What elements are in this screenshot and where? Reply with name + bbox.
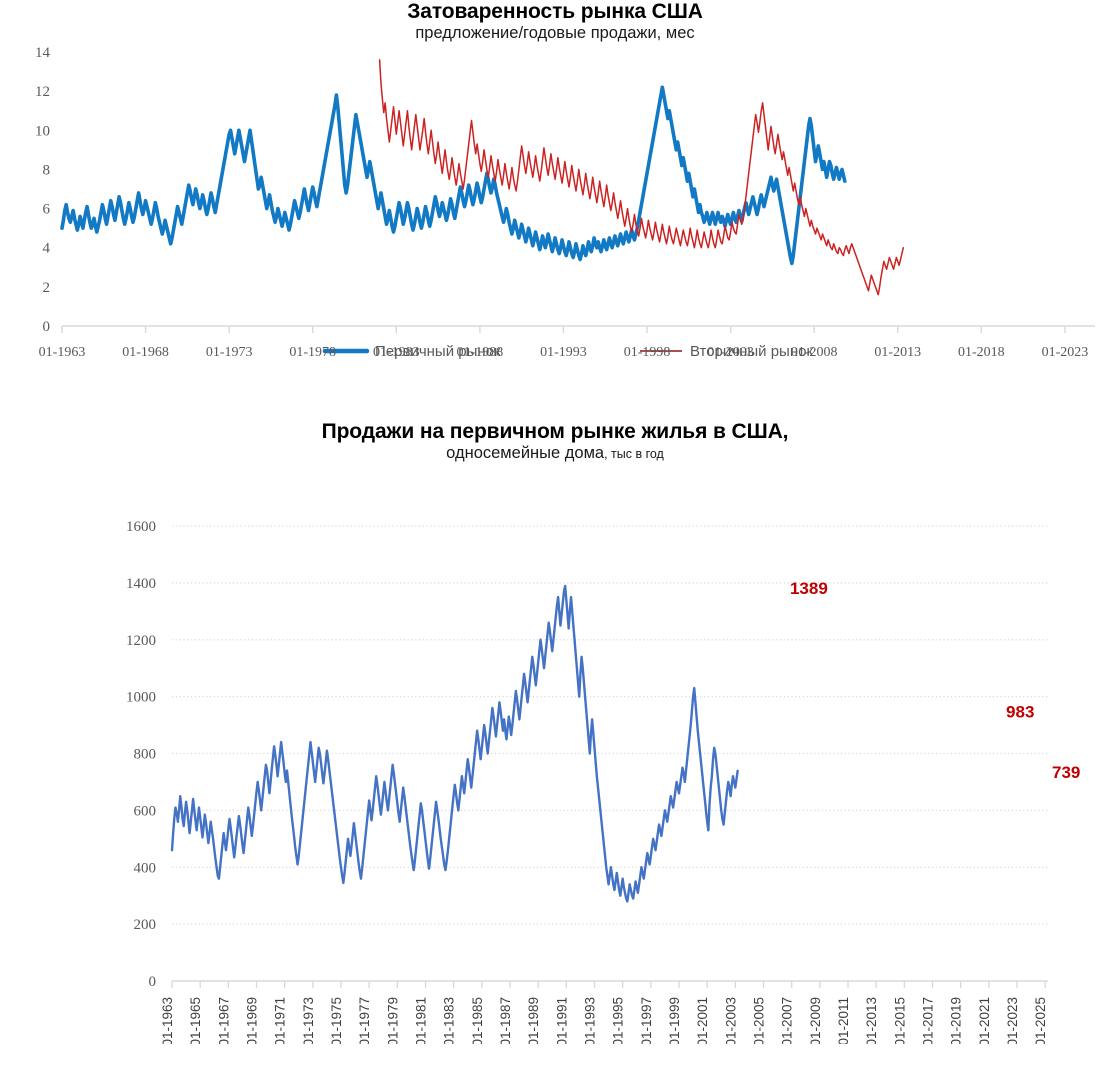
chart1-ytick-label: 0 (43, 319, 51, 335)
chart1-ytick-label: 12 (35, 84, 50, 100)
chart1-xtick-label: 01-2003 (707, 345, 754, 360)
chart1-xtick-label: 01-1968 (122, 345, 169, 360)
chart1-xtick-label: 01-1973 (206, 345, 253, 360)
chart2-xtick-label: 01-2023 (1005, 997, 1020, 1044)
chart2-xtick-label: 01-1987 (498, 997, 513, 1044)
chart-new-home-sales: Продажи на первичном рынке жилья в США, … (0, 420, 1110, 1070)
chart1-xtick-label: 01-1983 (373, 345, 420, 360)
chart1-xtick-label: 01-1988 (457, 345, 504, 360)
chart2-xtick-label: 01-2011 (836, 997, 851, 1044)
chart2-xtick-label: 01-2005 (752, 997, 767, 1044)
chart2-xtick-label: 01-2017 (921, 997, 936, 1044)
chart2-xtick-label: 01-1975 (329, 997, 344, 1044)
chart1-subtitle: предложение/годовые продажи, мес (415, 24, 695, 43)
chart1-svg: 0 2 4 6 8 10 12 14 Первичный рынок Вторичный рыно… (35, 45, 1095, 360)
chart1-ytick-label: 8 (43, 162, 51, 178)
chart1-xtick-label: 01-2013 (874, 345, 921, 360)
chart2-xtick-label: 01-2019 (949, 997, 964, 1044)
chart2-ytick-label: 400 (134, 860, 157, 876)
chart2-ytick-label: 1600 (126, 519, 156, 535)
chart2-xtick-label: 01-1993 (583, 997, 598, 1044)
chart2-xtick-label: 01-2013 (864, 997, 879, 1044)
chart2-xtick-label: 01-2003 (723, 997, 738, 1044)
chart2-xtick-label: 01-1989 (526, 997, 541, 1044)
chart2-ytick-label: 0 (149, 974, 157, 990)
chart1-ytick-label: 2 (43, 280, 51, 296)
chart2-xtick-label: 01-2001 (695, 997, 710, 1044)
chart2-xtick-label: 01-2025 (1033, 997, 1048, 1044)
chart2-xtick-label: 01-1971 (273, 997, 288, 1044)
chart1-xtick-label: 01-2018 (958, 345, 1005, 360)
chart1-xtick-label: 01-1963 (39, 345, 86, 360)
chart2-ytick-label: 800 (134, 746, 157, 762)
chart1-ytick-label: 10 (35, 123, 50, 139)
chart1-title: Затоваренность рынка США (407, 0, 703, 23)
chart2-title: Продажи на первичном рынке жилья в США, (321, 420, 789, 443)
chart1-ytick-label: 14 (35, 45, 51, 61)
chart2-xtick-label: 01-1997 (639, 997, 654, 1044)
chart2-plot-host: 0 200 400 600 800 1000 1200 1400 1600 01-1963 01-1… (0, 464, 1110, 1044)
chart2-svg: 0 200 400 600 800 1000 1200 1400 1600 01-1963 01-1… (126, 519, 1080, 1044)
chart2-xtick-label: 01-1981 (414, 997, 429, 1044)
chart2-xtick-label: 01-2009 (808, 997, 823, 1044)
chart1-xtick-label: 01-2008 (791, 345, 838, 360)
chart2-ytick-label: 1200 (126, 633, 156, 649)
chart2-subtitle-unit: , тыс в год (604, 447, 664, 462)
chart1-plot-host: 0 2 4 6 8 10 12 14 Первичный рынок Вторичный рыно… (0, 44, 1110, 364)
chart2-xtick-label: 01-1999 (667, 997, 682, 1044)
chart2-annotation-peak: 1389 (790, 579, 828, 598)
chart1-xtick-label: 01-1978 (289, 345, 336, 360)
chart1-xtick-label: 01-1998 (624, 345, 671, 360)
chart2-ytick-label: 1000 (126, 690, 156, 706)
chart2-xtick-label: 01-1969 (245, 997, 260, 1044)
chart1-series-secondary (378, 59, 905, 296)
chart2-xtick-label: 01-1977 (357, 997, 372, 1044)
chart2-xtick-label: 01-1995 (611, 997, 626, 1044)
chart1-ytick-label: 4 (43, 241, 51, 257)
chart1-ytick-label: 6 (43, 202, 51, 218)
chart2-ytick-label: 200 (134, 917, 157, 933)
chart2-xtick-label: 01-1985 (470, 997, 485, 1044)
chart2-xtick-label: 01-1973 (301, 997, 316, 1044)
chart1-xtick-label: 01-2023 (1042, 345, 1089, 360)
chart2-xtick-label: 01-2007 (780, 997, 795, 1044)
chart2-xtick-label: 01-1967 (216, 997, 231, 1044)
chart1-series-primary (60, 85, 847, 266)
chart2-annotation-latest: 739 (1052, 763, 1080, 782)
chart2-title-wrap: Продажи на первичном рынке жилья в США, … (0, 420, 1110, 464)
chart1-legend-label-primary: Первичный рынок (375, 343, 501, 360)
chart2-xtick-label: 01-1979 (385, 997, 400, 1044)
chart2-xtick-label: 01-1983 (442, 997, 457, 1044)
chart1-title-wrap: Затоваренность рынка США предложение/год… (0, 0, 1110, 44)
chart2-xtick-label: 01-1991 (554, 997, 569, 1044)
chart1-xtick-label: 01-1993 (540, 345, 587, 360)
chart2-series-line (170, 584, 739, 903)
chart2-ytick-label: 600 (134, 803, 157, 819)
chart2-xtick-label: 01-2021 (977, 997, 992, 1044)
chart2-xtick-label: 01-1965 (188, 997, 203, 1044)
chart2-subtitle: односемейные дома, тыс в год (0, 444, 1110, 464)
chart2-annotation-2020: 983 (1006, 702, 1034, 721)
chart2-xtick-label: 01-1963 (160, 997, 175, 1044)
chart-market-oversupply: Затоваренность рынка США предложение/год… (0, 0, 1110, 400)
chart2-subtitle-main: односемейные дома (446, 444, 605, 463)
chart2-ytick-label: 1400 (126, 576, 156, 592)
chart1-legend-label-secondary: Вторичный рынок (690, 343, 813, 360)
chart2-xtick-label: 01-2015 (892, 997, 907, 1044)
